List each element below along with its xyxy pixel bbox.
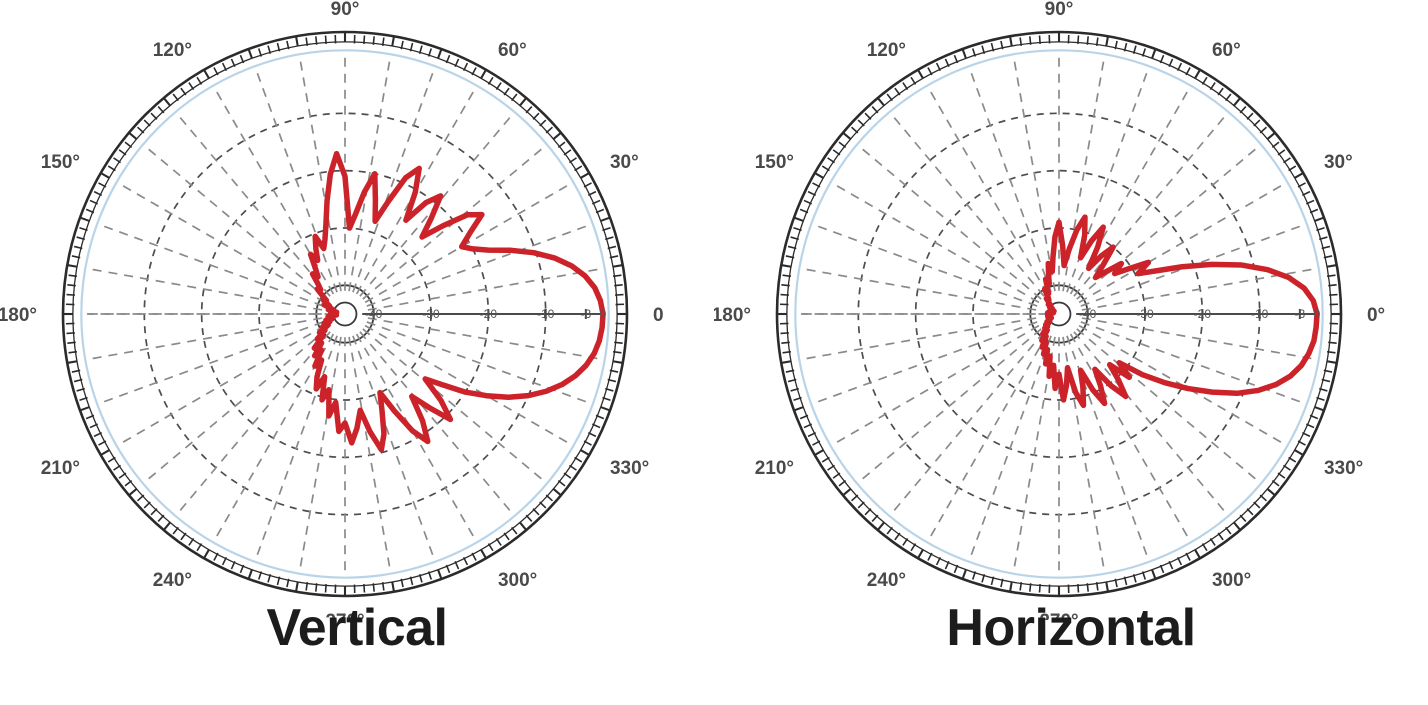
angular-tick-label: 300° xyxy=(498,570,537,591)
angular-tick-label: 330° xyxy=(610,458,649,479)
angular-tick-label: 30° xyxy=(610,152,639,173)
angular-tick-label: 240° xyxy=(153,570,192,591)
radial-tick-label: -10 xyxy=(537,307,555,321)
radial-tick-label: -30 xyxy=(422,307,440,321)
panel-title-horizontal: Horizontal xyxy=(946,599,1196,657)
angular-tick-label: 60° xyxy=(1212,40,1241,61)
radial-axis-vertical xyxy=(86,309,605,319)
angular-tick-label: 120° xyxy=(867,40,906,61)
angular-tick-label: 0° xyxy=(1367,305,1385,326)
angular-tick-label: 330° xyxy=(1324,458,1363,479)
angular-tick-label: 300° xyxy=(1212,570,1251,591)
radial-tick-label: -20 xyxy=(1194,307,1212,321)
angular-tick-label: 210° xyxy=(755,458,794,479)
radial-tick-label: 0 xyxy=(600,307,607,321)
angular-tick-label: 270° xyxy=(1039,611,1078,620)
polar-plot-svg-horizontal: 0° 30° 60° 90° 120° 150° 180° 210° 240° 270° 300° 3… xyxy=(714,0,1385,620)
radial-tick-label: -40 xyxy=(1079,307,1097,321)
angular-tick-label: 240° xyxy=(867,570,906,591)
angular-tick-label: 120° xyxy=(153,40,192,61)
angular-tick-labels-horizontal: 0° 30° 60° 90° 120° 150° 180° 210° 240° 270° 300° 3… xyxy=(714,0,1385,620)
radial-tick-labels-vertical: -40 -30 -20 -10 -3 0 xyxy=(365,307,607,321)
angular-tick-label: 210° xyxy=(41,458,80,479)
radial-tick-label: -3 xyxy=(1294,307,1305,321)
angular-tick-label: 0 xyxy=(653,305,664,326)
angular-tick-label: 90° xyxy=(331,0,360,20)
angular-tick-label: 270° xyxy=(325,611,364,620)
angular-tick-label: 150° xyxy=(41,152,80,173)
polar-chart-vertical: 0 30° 60° 90° 120° 150° 180° 210° 240° 270° 300° 33… xyxy=(0,0,664,657)
radial-tick-label: 0 xyxy=(1314,307,1321,321)
radiation-pattern-curve-horizontal xyxy=(1039,214,1320,409)
radial-tick-label: -3 xyxy=(580,307,591,321)
polar-plot-svg-vertical: 0 30° 60° 90° 120° 150° 180° 210° 240° 270° 300° 33… xyxy=(0,0,664,620)
radial-tick-labels-horizontal: -40 -30 -20 -10 -3 0 xyxy=(1079,307,1321,321)
radiation-pattern-curve-vertical xyxy=(307,150,606,453)
angular-tick-label: 150° xyxy=(755,152,794,173)
angular-tick-label: 90° xyxy=(1045,0,1074,20)
angular-tick-label: 60° xyxy=(498,40,527,61)
panel-title-vertical: Vertical xyxy=(266,599,448,657)
radial-axis-horizontal xyxy=(800,309,1319,319)
angular-tick-labels-vertical: 0 30° 60° 90° 120° 150° 180° 210° 240° 270° 300° 33… xyxy=(0,0,664,620)
polar-chart-horizontal: 0° 30° 60° 90° 120° 150° 180° 210° 240° 270° 300° 3… xyxy=(714,0,1428,705)
radial-tick-label: -30 xyxy=(1136,307,1154,321)
radial-tick-label: -20 xyxy=(480,307,498,321)
radial-tick-label: -40 xyxy=(365,307,383,321)
angular-tick-label: 180° xyxy=(714,305,751,326)
radial-tick-label: -10 xyxy=(1251,307,1269,321)
angular-tick-label: 30° xyxy=(1324,152,1353,173)
angular-tick-label: 180° xyxy=(0,305,37,326)
